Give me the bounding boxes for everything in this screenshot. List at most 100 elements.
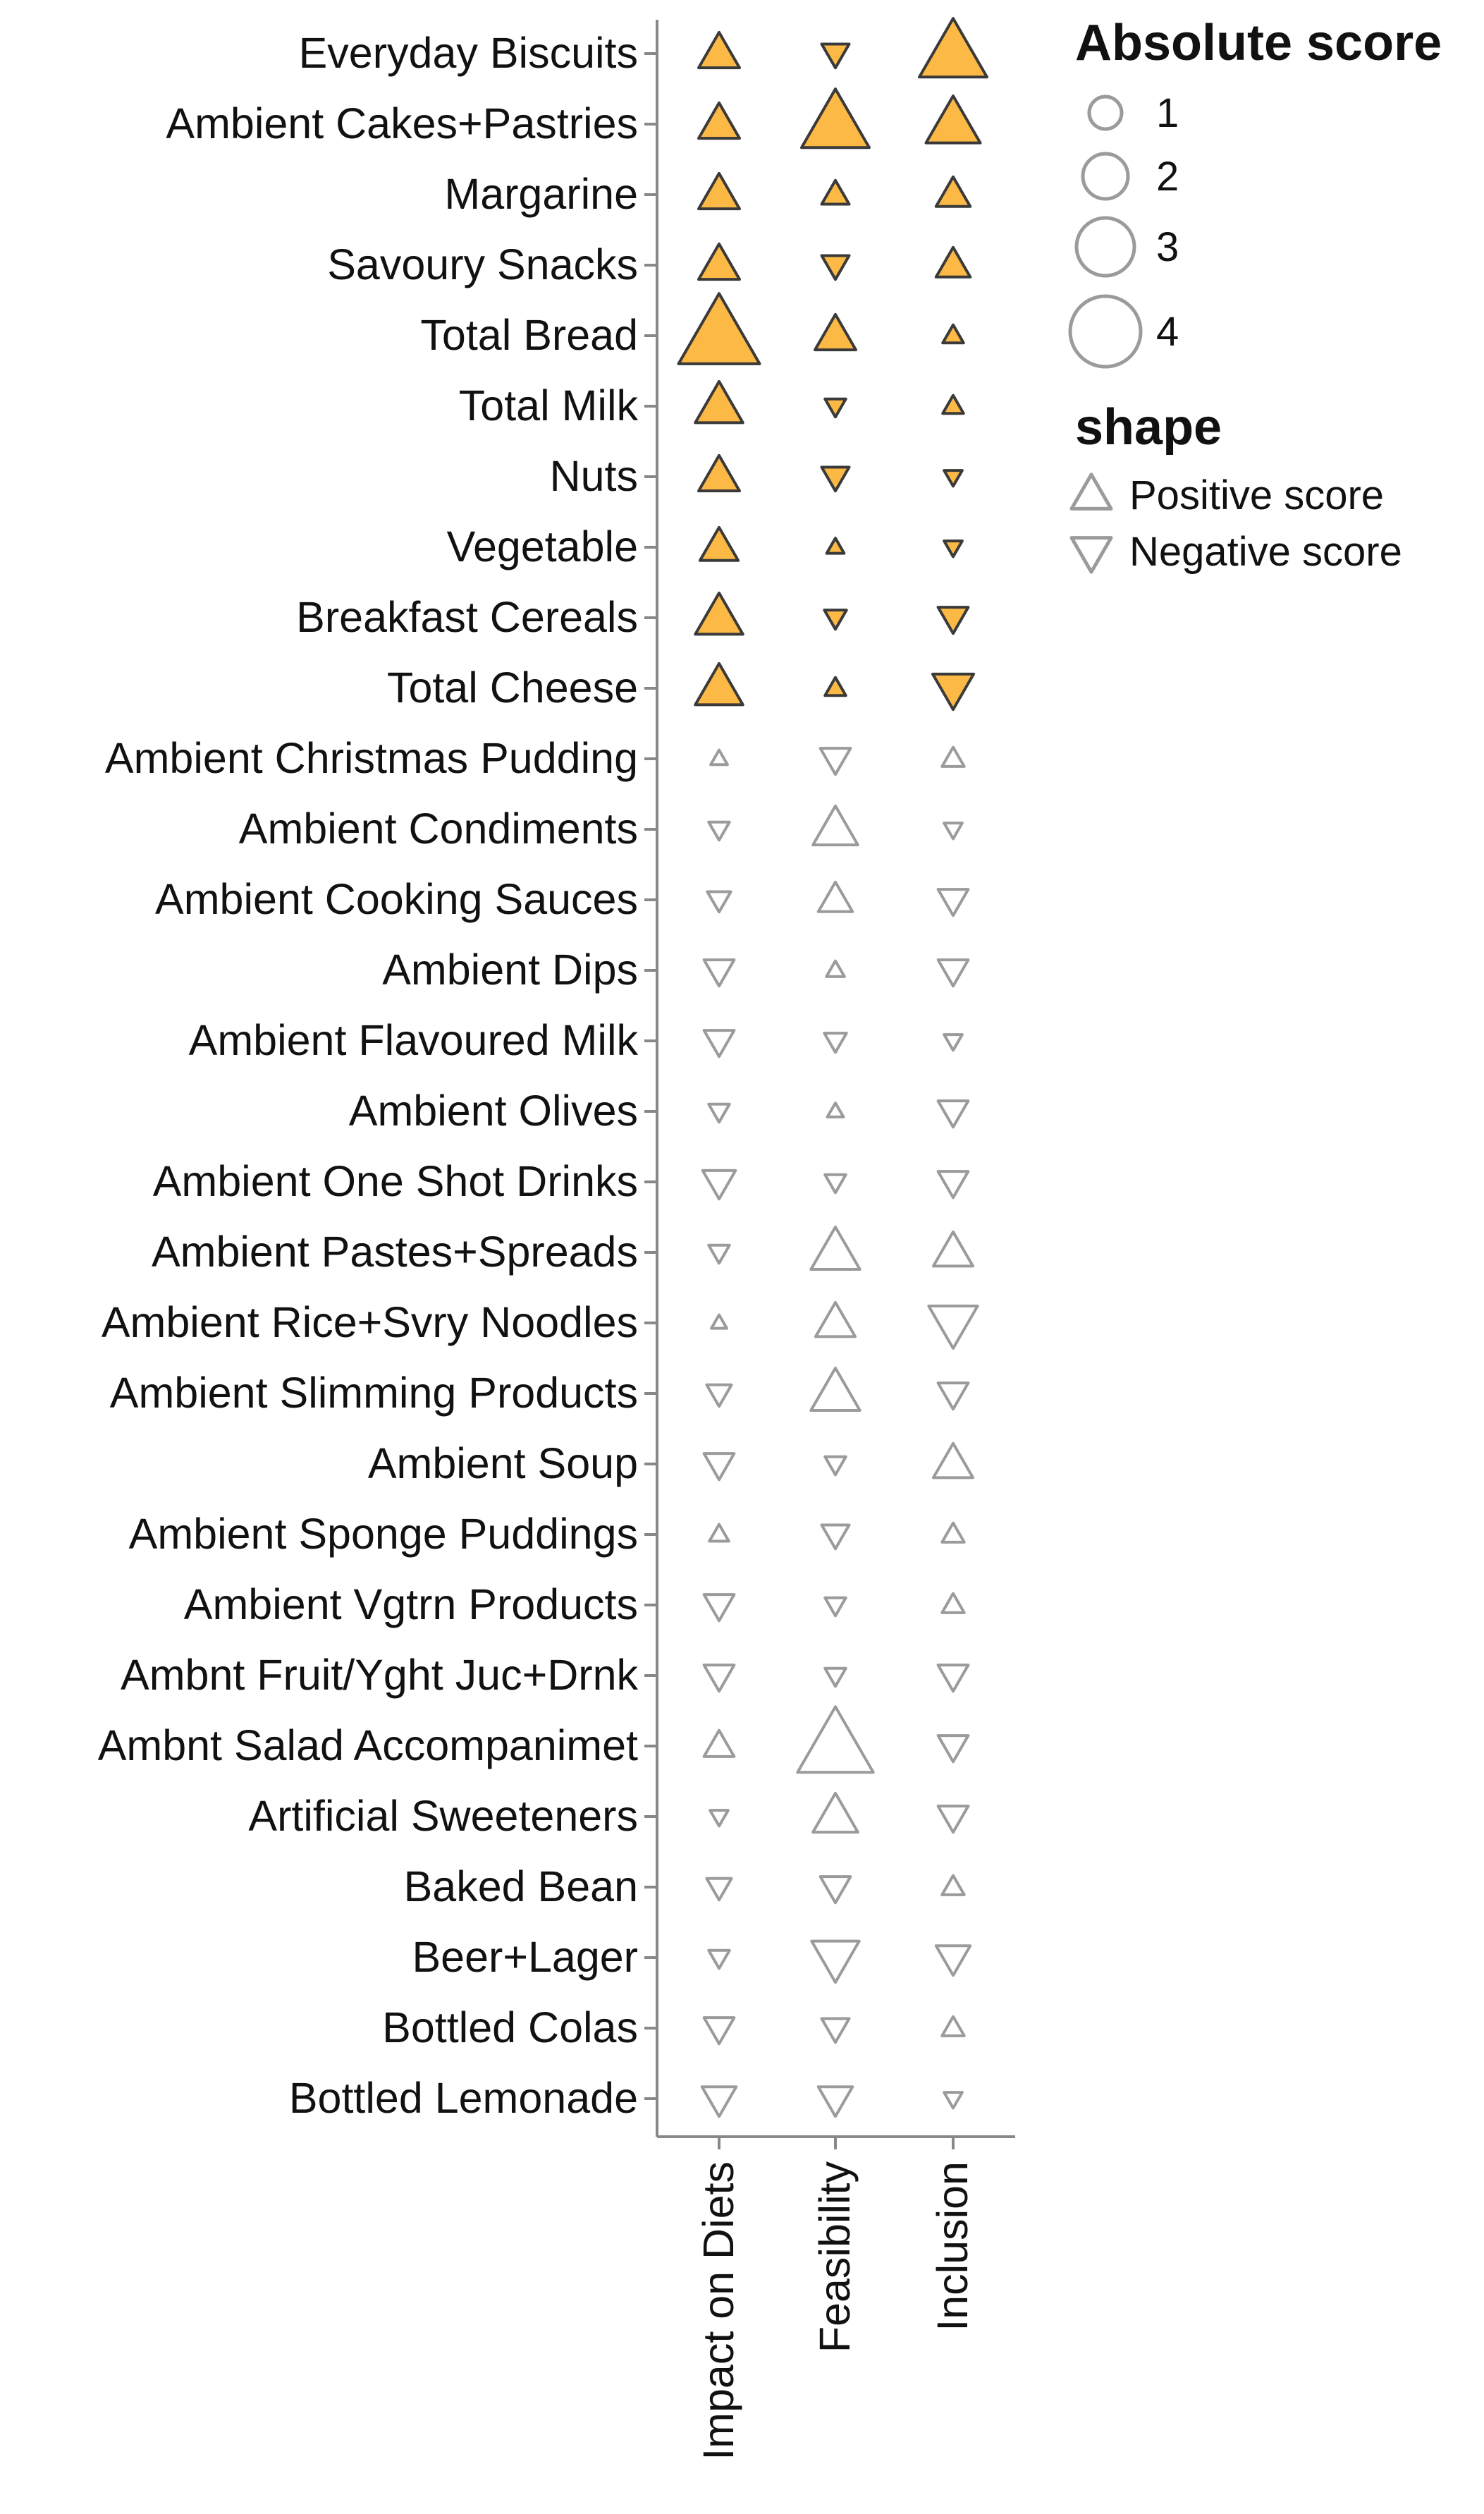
legend-positive-shape xyxy=(1069,472,1113,511)
negative-score-mark xyxy=(709,1809,730,1828)
column-label: Impact on Diets xyxy=(694,2161,742,2460)
legend-size-circle xyxy=(1074,216,1136,278)
positive-score-mark xyxy=(709,748,729,767)
negative-score-mark xyxy=(702,1664,736,1693)
positive-score-mark xyxy=(940,2015,966,2037)
negative-score-mark xyxy=(943,539,964,559)
positive-score-mark xyxy=(941,393,965,415)
positive-score-mark xyxy=(710,1313,728,1330)
legend-size-circle xyxy=(1068,294,1143,369)
negative-score-mark xyxy=(820,1523,851,1551)
negative-score-mark xyxy=(936,1099,970,1129)
positive-score-mark xyxy=(694,379,744,425)
positive-score-mark xyxy=(816,880,854,913)
category-label: Ambient One Shot Drinks xyxy=(153,1157,638,1205)
positive-score-mark xyxy=(934,245,972,279)
negative-score-mark xyxy=(936,1805,970,1834)
negative-score-mark xyxy=(823,397,847,419)
category-label: Ambnt Fruit/Yght Juc+Drnk xyxy=(121,1651,638,1699)
positive-score-mark xyxy=(823,676,847,697)
negative-score-mark xyxy=(823,1666,847,1688)
negative-score-mark xyxy=(705,1383,733,1408)
category-label: Margarine xyxy=(444,170,638,218)
negative-score-mark xyxy=(702,2016,736,2046)
category-label: Ambient Dips xyxy=(382,946,638,994)
category-label: Ambient Condiments xyxy=(239,805,638,853)
positive-score-mark xyxy=(809,1366,861,1412)
negative-score-mark xyxy=(823,1455,847,1477)
negative-score-mark xyxy=(700,2085,738,2118)
positive-score-mark xyxy=(796,1705,875,1774)
category-label: Ambient Vgtrn Products xyxy=(184,1580,638,1628)
legend-size-label: 2 xyxy=(1156,154,1179,200)
negative-score-mark xyxy=(943,469,964,488)
positive-score-mark xyxy=(918,17,988,79)
positive-score-mark xyxy=(677,292,761,365)
legend-shape-items: Positive score Negative score xyxy=(1069,472,1402,575)
positive-score-mark xyxy=(814,312,857,352)
category-label: Breakfast Cereals xyxy=(296,593,638,641)
legend-size-label: 4 xyxy=(1156,309,1179,355)
positive-score-mark xyxy=(698,525,740,562)
positive-score-mark xyxy=(697,30,741,70)
legend-shape-label: Positive score xyxy=(1129,472,1384,518)
negative-score-mark xyxy=(936,606,970,635)
category-label: Ambient Slimming Products xyxy=(110,1369,638,1417)
positive-score-mark xyxy=(931,1441,975,1479)
positive-score-mark xyxy=(697,171,741,211)
negative-score-mark xyxy=(936,1170,970,1200)
negative-score-mark xyxy=(936,1664,970,1693)
negative-score-mark xyxy=(707,1948,731,1970)
negative-score-mark xyxy=(927,1304,979,1350)
legend-shape-label: Negative score xyxy=(1129,529,1402,575)
category-label: Ambient Sponge Puddings xyxy=(129,1510,638,1558)
category-label: Ambient Cakes+Pastries xyxy=(166,99,638,147)
negative-score-mark xyxy=(943,2091,964,2110)
legend-size-label: 1 xyxy=(1156,90,1179,136)
negative-score-mark xyxy=(820,2017,851,2044)
category-label: Savoury Snacks xyxy=(327,240,638,288)
legend-size-items: 1 2 3 4 xyxy=(1068,90,1179,369)
category-label: Baked Bean xyxy=(404,1862,638,1910)
negative-score-mark xyxy=(702,958,736,988)
category-label: Total Bread xyxy=(420,311,638,359)
negative-score-mark xyxy=(701,1168,737,1201)
legend-size-circle xyxy=(1081,152,1130,201)
negative-score-mark xyxy=(943,822,964,841)
negative-score-mark xyxy=(818,1875,852,1905)
positive-score-mark xyxy=(820,178,851,206)
negative-score-mark xyxy=(936,1734,970,1764)
positive-score-mark xyxy=(811,804,859,847)
category-label: Ambient Cooking Sauces xyxy=(155,875,638,923)
category-label: Bottled Lemonade xyxy=(289,2074,638,2122)
negative-score-mark xyxy=(936,1381,970,1411)
category-label: Ambient Pastes+Spreads xyxy=(152,1228,638,1276)
positive-score-mark xyxy=(697,242,741,281)
negative-score-mark xyxy=(943,1033,964,1052)
negative-score-mark xyxy=(706,890,732,914)
negative-score-mark xyxy=(707,820,731,842)
negative-score-mark xyxy=(702,1452,736,1482)
negative-score-mark xyxy=(816,2085,854,2118)
y-ticks xyxy=(644,52,657,2100)
legend-size-title: Absolute score xyxy=(1075,15,1442,71)
negative-score-mark xyxy=(818,747,852,776)
positive-score-mark xyxy=(940,1874,966,1896)
negative-score-mark xyxy=(810,1939,861,1984)
negative-score-mark xyxy=(931,672,975,712)
category-label: Beer+Lager xyxy=(412,1933,639,1981)
positive-score-mark xyxy=(934,175,972,208)
negative-score-mark xyxy=(702,1593,736,1623)
legend: Absolute score shape 1 2 3 4 Positive score… xyxy=(1068,15,1442,575)
negative-score-mark xyxy=(820,42,851,70)
category-label: Ambient Christmas Pudding xyxy=(105,734,638,782)
positive-score-mark xyxy=(931,1230,975,1268)
category-label: Ambient Flavoured Milk xyxy=(189,1016,639,1064)
positive-score-mark xyxy=(811,1791,859,1834)
category-label: Ambient Soup xyxy=(368,1439,638,1487)
column-label: Inclusion xyxy=(928,2161,976,2331)
positive-score-mark xyxy=(825,959,846,978)
positive-score-mark xyxy=(940,1592,966,1614)
positive-score-mark xyxy=(924,94,982,145)
